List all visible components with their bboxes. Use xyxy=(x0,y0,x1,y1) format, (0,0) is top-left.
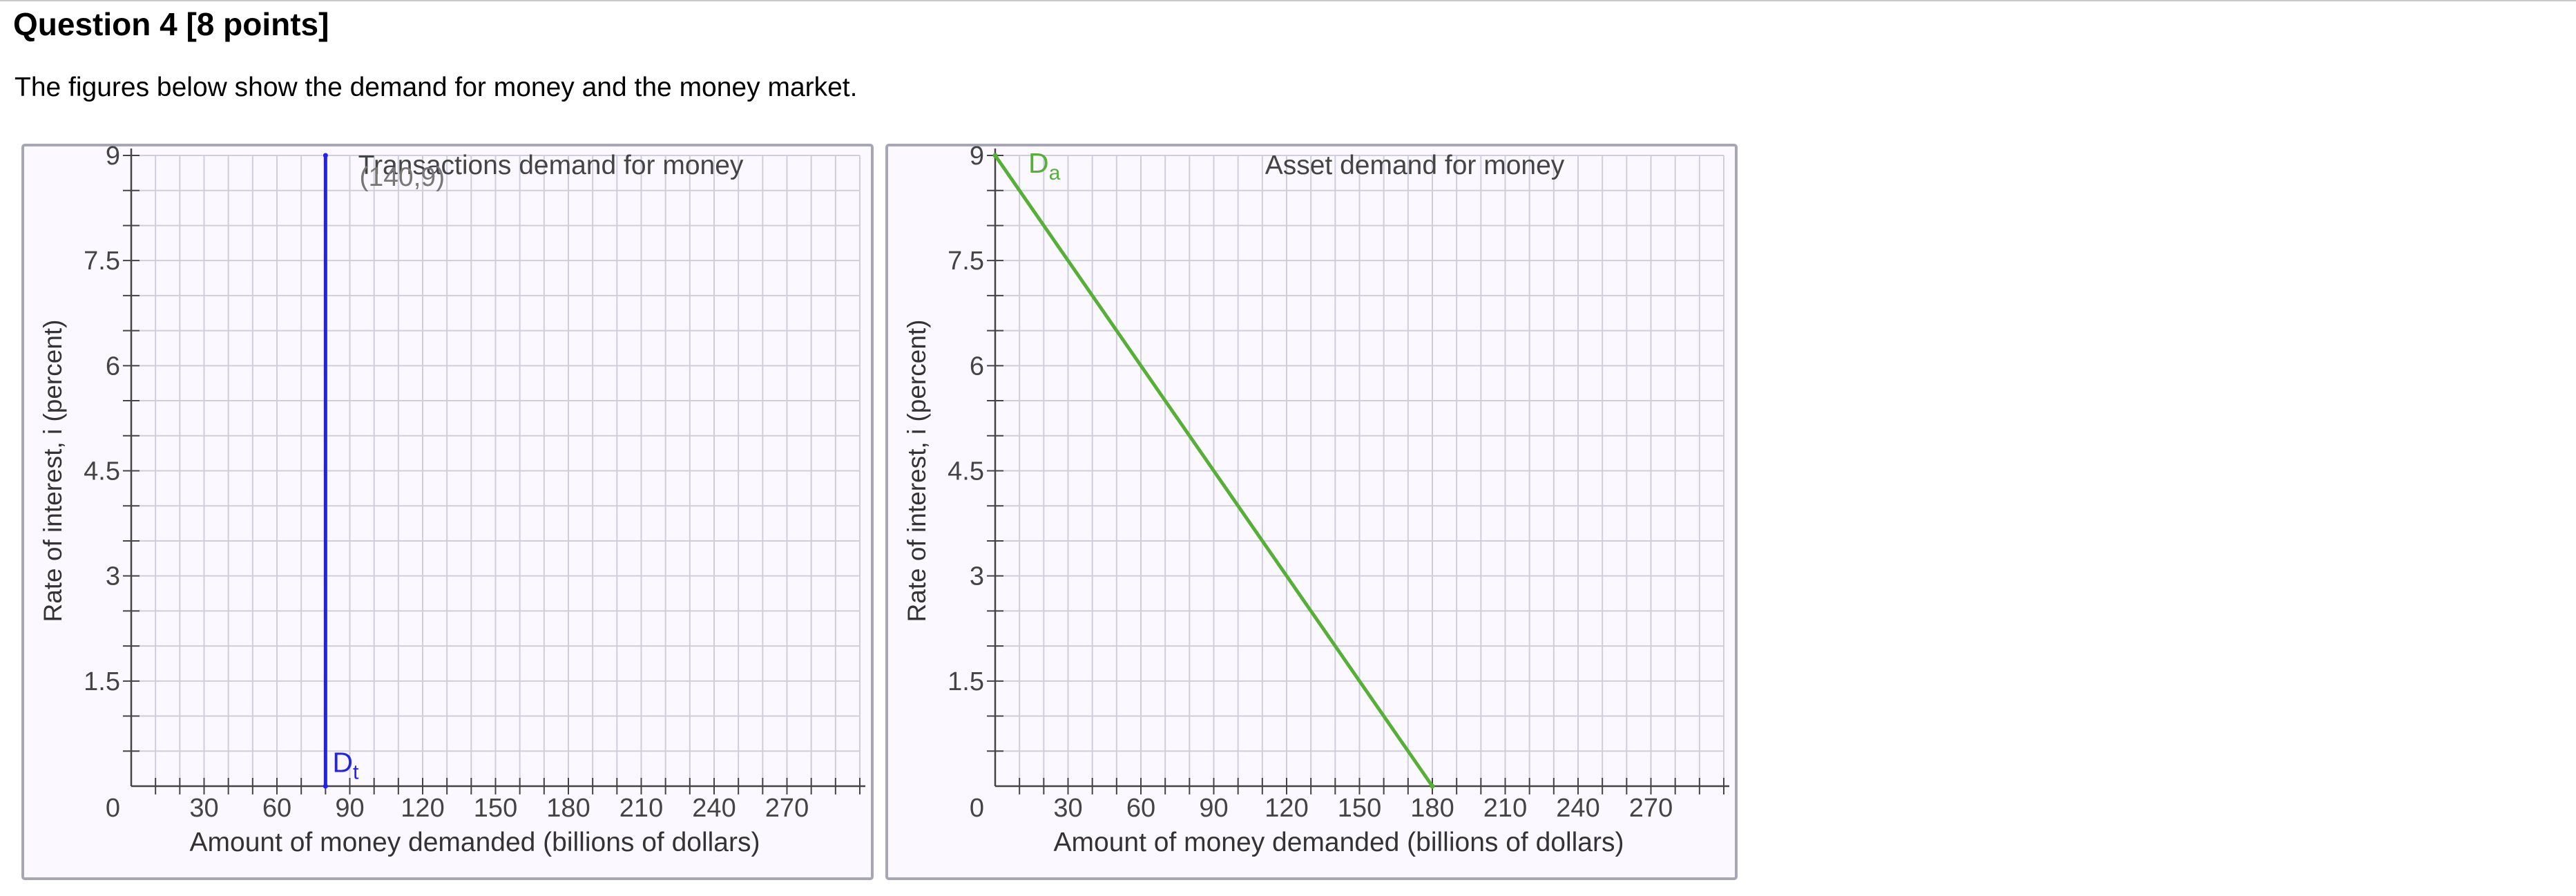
y-tick-label: 1.5 xyxy=(948,667,984,696)
series-label-dt: Dt xyxy=(332,747,359,784)
x-tick-label: 90 xyxy=(335,794,364,823)
series-label-main: D xyxy=(332,747,353,779)
y-tick-label: 1.5 xyxy=(84,667,120,696)
top-divider xyxy=(0,0,2576,1)
y-tick-label: 9 xyxy=(106,144,120,171)
x-tick-label: 150 xyxy=(1338,794,1381,823)
y-tick-label: 9 xyxy=(970,144,984,171)
series-endpoint xyxy=(323,783,328,789)
y-tick-label: 3 xyxy=(106,562,120,591)
chart-title: Transactions demand for money xyxy=(358,151,744,180)
x-tick-label: 0 xyxy=(106,794,120,823)
series-endpoint xyxy=(323,153,328,158)
series-label-da: Da xyxy=(1028,147,1061,184)
x-tick-label: 60 xyxy=(1126,794,1155,823)
series-endpoint xyxy=(992,153,998,158)
x-axis-label: Amount of money demanded (billions of do… xyxy=(1054,828,1624,857)
question-description: The figures below show the demand for mo… xyxy=(15,73,858,102)
x-tick-label: 30 xyxy=(189,794,218,823)
x-tick-label: 0 xyxy=(970,794,984,823)
x-tick-label: 120 xyxy=(401,794,444,823)
x-tick-label: 180 xyxy=(546,794,590,823)
transactions-demand-panel: 0 30 60 90 120 150 180 210 240 270 1.5 3 4.5 6 7.5 9 Tra… xyxy=(21,144,874,880)
x-tick-label: 270 xyxy=(1629,794,1673,823)
grid xyxy=(131,155,861,786)
x-tick-label: 90 xyxy=(1199,794,1228,823)
x-tick-label: 240 xyxy=(1556,794,1599,823)
series-endpoint xyxy=(1430,783,1435,789)
y-tick-label: 6 xyxy=(970,352,984,381)
x-tick-label: 240 xyxy=(692,794,736,823)
x-tick-label: 210 xyxy=(619,794,663,823)
x-tick-label: 30 xyxy=(1053,794,1082,823)
y-tick-label: 4.5 xyxy=(948,457,984,486)
x-tick-label: 270 xyxy=(765,794,809,823)
x-tick-label: 120 xyxy=(1265,794,1308,823)
asset-demand-chart: 0 30 60 90 120 150 180 210 240 270 1.5 3 4.5 6 7.5 9 Ass… xyxy=(903,144,1729,857)
y-tick-label: 7.5 xyxy=(948,247,984,276)
asset-demand-panel: 0 30 60 90 120 150 180 210 240 270 1.5 3 4.5 6 7.5 9 Ass… xyxy=(885,144,1738,880)
series-label-sub: a xyxy=(1049,162,1061,184)
transactions-demand-chart: 0 30 60 90 120 150 180 210 240 270 1.5 3 4.5 6 7.5 9 Tra… xyxy=(39,144,865,857)
series-label-sub: t xyxy=(353,761,359,784)
y-tick-label: 7.5 xyxy=(84,247,120,276)
x-tick-label: 150 xyxy=(474,794,517,823)
x-tick-label: 60 xyxy=(262,794,291,823)
series-label-main: D xyxy=(1028,147,1049,179)
chart-title: Asset demand for money xyxy=(1265,151,1565,180)
y-axis-label: Rate of interest, i (percent) xyxy=(903,319,931,622)
grid xyxy=(995,155,1724,786)
y-axis-label: Rate of interest, i (percent) xyxy=(39,319,67,622)
y-tick-label: 4.5 xyxy=(84,457,120,486)
y-tick-label: 3 xyxy=(970,562,984,591)
point-annotation: (140,9) xyxy=(360,162,445,192)
x-tick-label: 180 xyxy=(1410,794,1454,823)
x-tick-label: 210 xyxy=(1483,794,1527,823)
y-tick-label: 6 xyxy=(106,352,120,381)
question-title: Question 4 [8 points] xyxy=(13,6,329,42)
series-line-da xyxy=(993,154,1434,788)
x-axis-label: Amount of money demanded (billions of do… xyxy=(190,828,760,857)
